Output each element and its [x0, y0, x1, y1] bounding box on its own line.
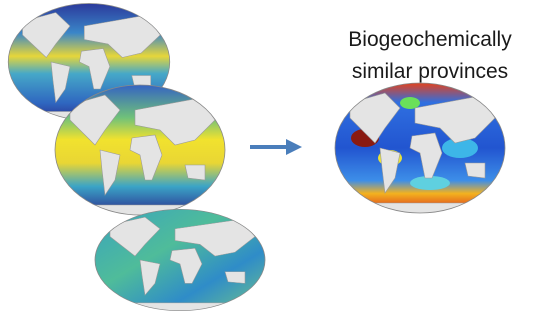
arrow-head	[286, 139, 302, 155]
label-line: similar provinces	[352, 60, 508, 83]
label-line: Biogeochemically	[348, 28, 512, 51]
page: Biogeochemically similar provinces (() =…	[0, 0, 539, 328]
input-map-3	[95, 209, 265, 310]
arrow	[250, 139, 302, 155]
input-map-2	[55, 85, 225, 215]
output-map	[335, 83, 505, 213]
diagram: Biogeochemically similar provinces	[0, 0, 539, 328]
province	[400, 97, 420, 109]
